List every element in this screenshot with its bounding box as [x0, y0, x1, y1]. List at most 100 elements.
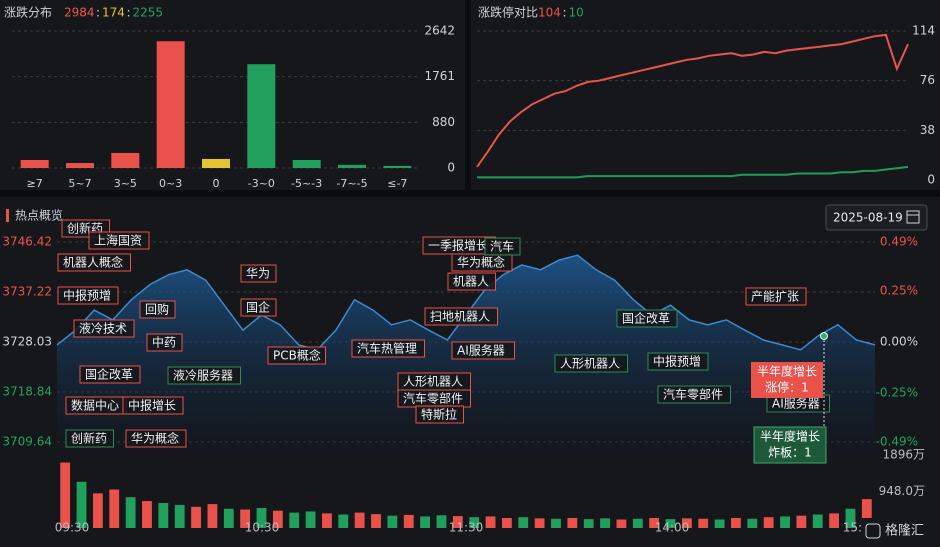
- x-tick-label: 10:30: [245, 521, 280, 535]
- volume-bar: [714, 519, 725, 528]
- annotation-box: [122, 396, 184, 415]
- volume-bar: [371, 514, 381, 528]
- tooltip: [753, 426, 827, 464]
- volume-bar: [747, 518, 758, 528]
- y-tick-label: 948.0万: [879, 484, 925, 498]
- annotation: 中报预增: [63, 288, 111, 303]
- annotation-box: [125, 429, 187, 448]
- annotation-box: [146, 333, 183, 352]
- bar: [202, 158, 230, 168]
- annotation: 产能扩张: [751, 290, 799, 304]
- x-tick-label: 11:30: [449, 521, 484, 535]
- volume-bar: [240, 509, 251, 528]
- annotation: 汽车: [490, 239, 514, 254]
- volume-bar: [76, 481, 87, 528]
- x-tick-label: 5~7: [68, 177, 91, 190]
- annotation-box: [415, 405, 464, 424]
- volume-bar: [469, 517, 480, 528]
- y2-tick-label: 0.49%: [880, 235, 918, 249]
- annotation: 上海国资: [94, 233, 142, 248]
- y-tick-label: 0: [927, 173, 935, 187]
- panel: [0, 0, 465, 190]
- volume-bar: [551, 518, 561, 528]
- series-line: [477, 165, 909, 179]
- annotation: 中报预增: [653, 354, 701, 369]
- annotation-box: [88, 231, 150, 250]
- tooltip-title: 半年度增长: [760, 429, 820, 444]
- y-tick-label: 76: [920, 73, 935, 87]
- annotation: 汽车零部件: [403, 391, 463, 406]
- y2-tick-label: 0.00%: [880, 335, 918, 349]
- x-tick-label: 0~3: [159, 177, 182, 190]
- annotation-box: [139, 300, 176, 319]
- annotation-box: [484, 237, 521, 256]
- volume-bar: [289, 512, 300, 528]
- date: 2025-08-19: [833, 211, 903, 225]
- volume-bar: [109, 489, 120, 528]
- volume-bar: [452, 516, 463, 528]
- volume-bar: [649, 517, 660, 528]
- tooltip: [751, 362, 823, 398]
- summary-count: 174: [102, 6, 125, 20]
- volume-bar: [681, 518, 692, 528]
- volume-bar: [338, 514, 349, 528]
- annotation-box: [424, 307, 498, 326]
- annotation: AI服务器: [772, 396, 820, 411]
- volume-bar: [223, 508, 234, 528]
- volume-bar: [567, 517, 578, 528]
- volume-bar: [665, 519, 676, 528]
- volume-bar: [191, 506, 201, 528]
- volume-bar: [272, 510, 283, 528]
- volume-bar: [420, 516, 431, 528]
- tooltip-line: 炸板：1: [768, 446, 812, 460]
- annotation: 人形机器人: [560, 357, 620, 371]
- volume-bar: [518, 517, 529, 528]
- x-tick-label: -3~0: [248, 177, 275, 190]
- annotation-box: [57, 253, 131, 272]
- y2-tick-label: -0.25%: [876, 386, 918, 400]
- annotation-box: [351, 339, 425, 358]
- annotation: 一季报增长: [428, 238, 488, 253]
- volume-bar: [583, 519, 594, 528]
- y-tick-label: 1761: [424, 69, 455, 83]
- annotation: 液冷技术: [79, 321, 127, 336]
- y-tick-label: 3737.22: [2, 285, 52, 299]
- summary-count: 104: [538, 6, 561, 20]
- volume-bar: [485, 516, 496, 528]
- x-tick-label: 0: [213, 177, 220, 190]
- separator: :: [563, 6, 567, 20]
- volume-bar: [861, 499, 872, 528]
- x-tick-label: -7~-5: [336, 177, 367, 190]
- y-tick-label: 3746.42: [2, 235, 52, 249]
- volume-bar: [534, 518, 545, 528]
- volume-bar: [354, 512, 365, 528]
- volume-bar: [616, 519, 627, 528]
- summary-count: 10: [569, 6, 584, 20]
- annotation: 机器人: [453, 275, 489, 289]
- volume-bar: [780, 516, 790, 528]
- annotation-box: [647, 352, 709, 371]
- volume-bar: [256, 507, 267, 528]
- calendar-icon[interactable]: [906, 210, 920, 224]
- bar: [383, 165, 412, 168]
- bar: [247, 64, 276, 168]
- annotation-box: [57, 286, 119, 305]
- annotation-box: [240, 264, 277, 283]
- volume-bar: [322, 513, 332, 528]
- bar: [156, 41, 185, 168]
- y-tick-label: 3709.64: [2, 435, 52, 449]
- annotation: AI服务器: [457, 343, 505, 358]
- y-tick-label: 114: [912, 24, 935, 38]
- separator: :: [96, 6, 100, 20]
- annotation-box: [79, 365, 141, 384]
- annotation: 机器人概念: [63, 255, 123, 270]
- summary-count: 2255: [133, 6, 164, 20]
- volume-bar: [142, 501, 152, 528]
- volume-bar: [845, 508, 856, 528]
- annotation: 人形机器人: [403, 375, 463, 389]
- volume-bar: [731, 517, 741, 528]
- date-picker[interactable]: [825, 204, 928, 231]
- x-tick-label: ≥7: [27, 177, 43, 190]
- separator: :: [127, 6, 131, 20]
- annotation-box: [451, 253, 513, 272]
